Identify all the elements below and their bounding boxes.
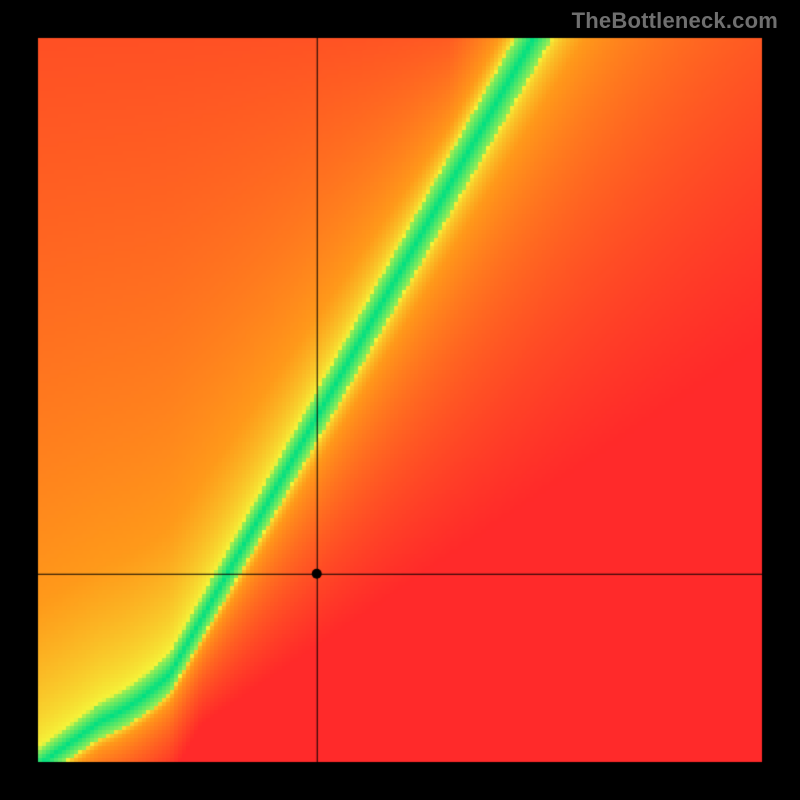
bottleneck-heatmap-container: TheBottleneck.com	[0, 0, 800, 800]
heatmap-canvas	[0, 0, 800, 800]
